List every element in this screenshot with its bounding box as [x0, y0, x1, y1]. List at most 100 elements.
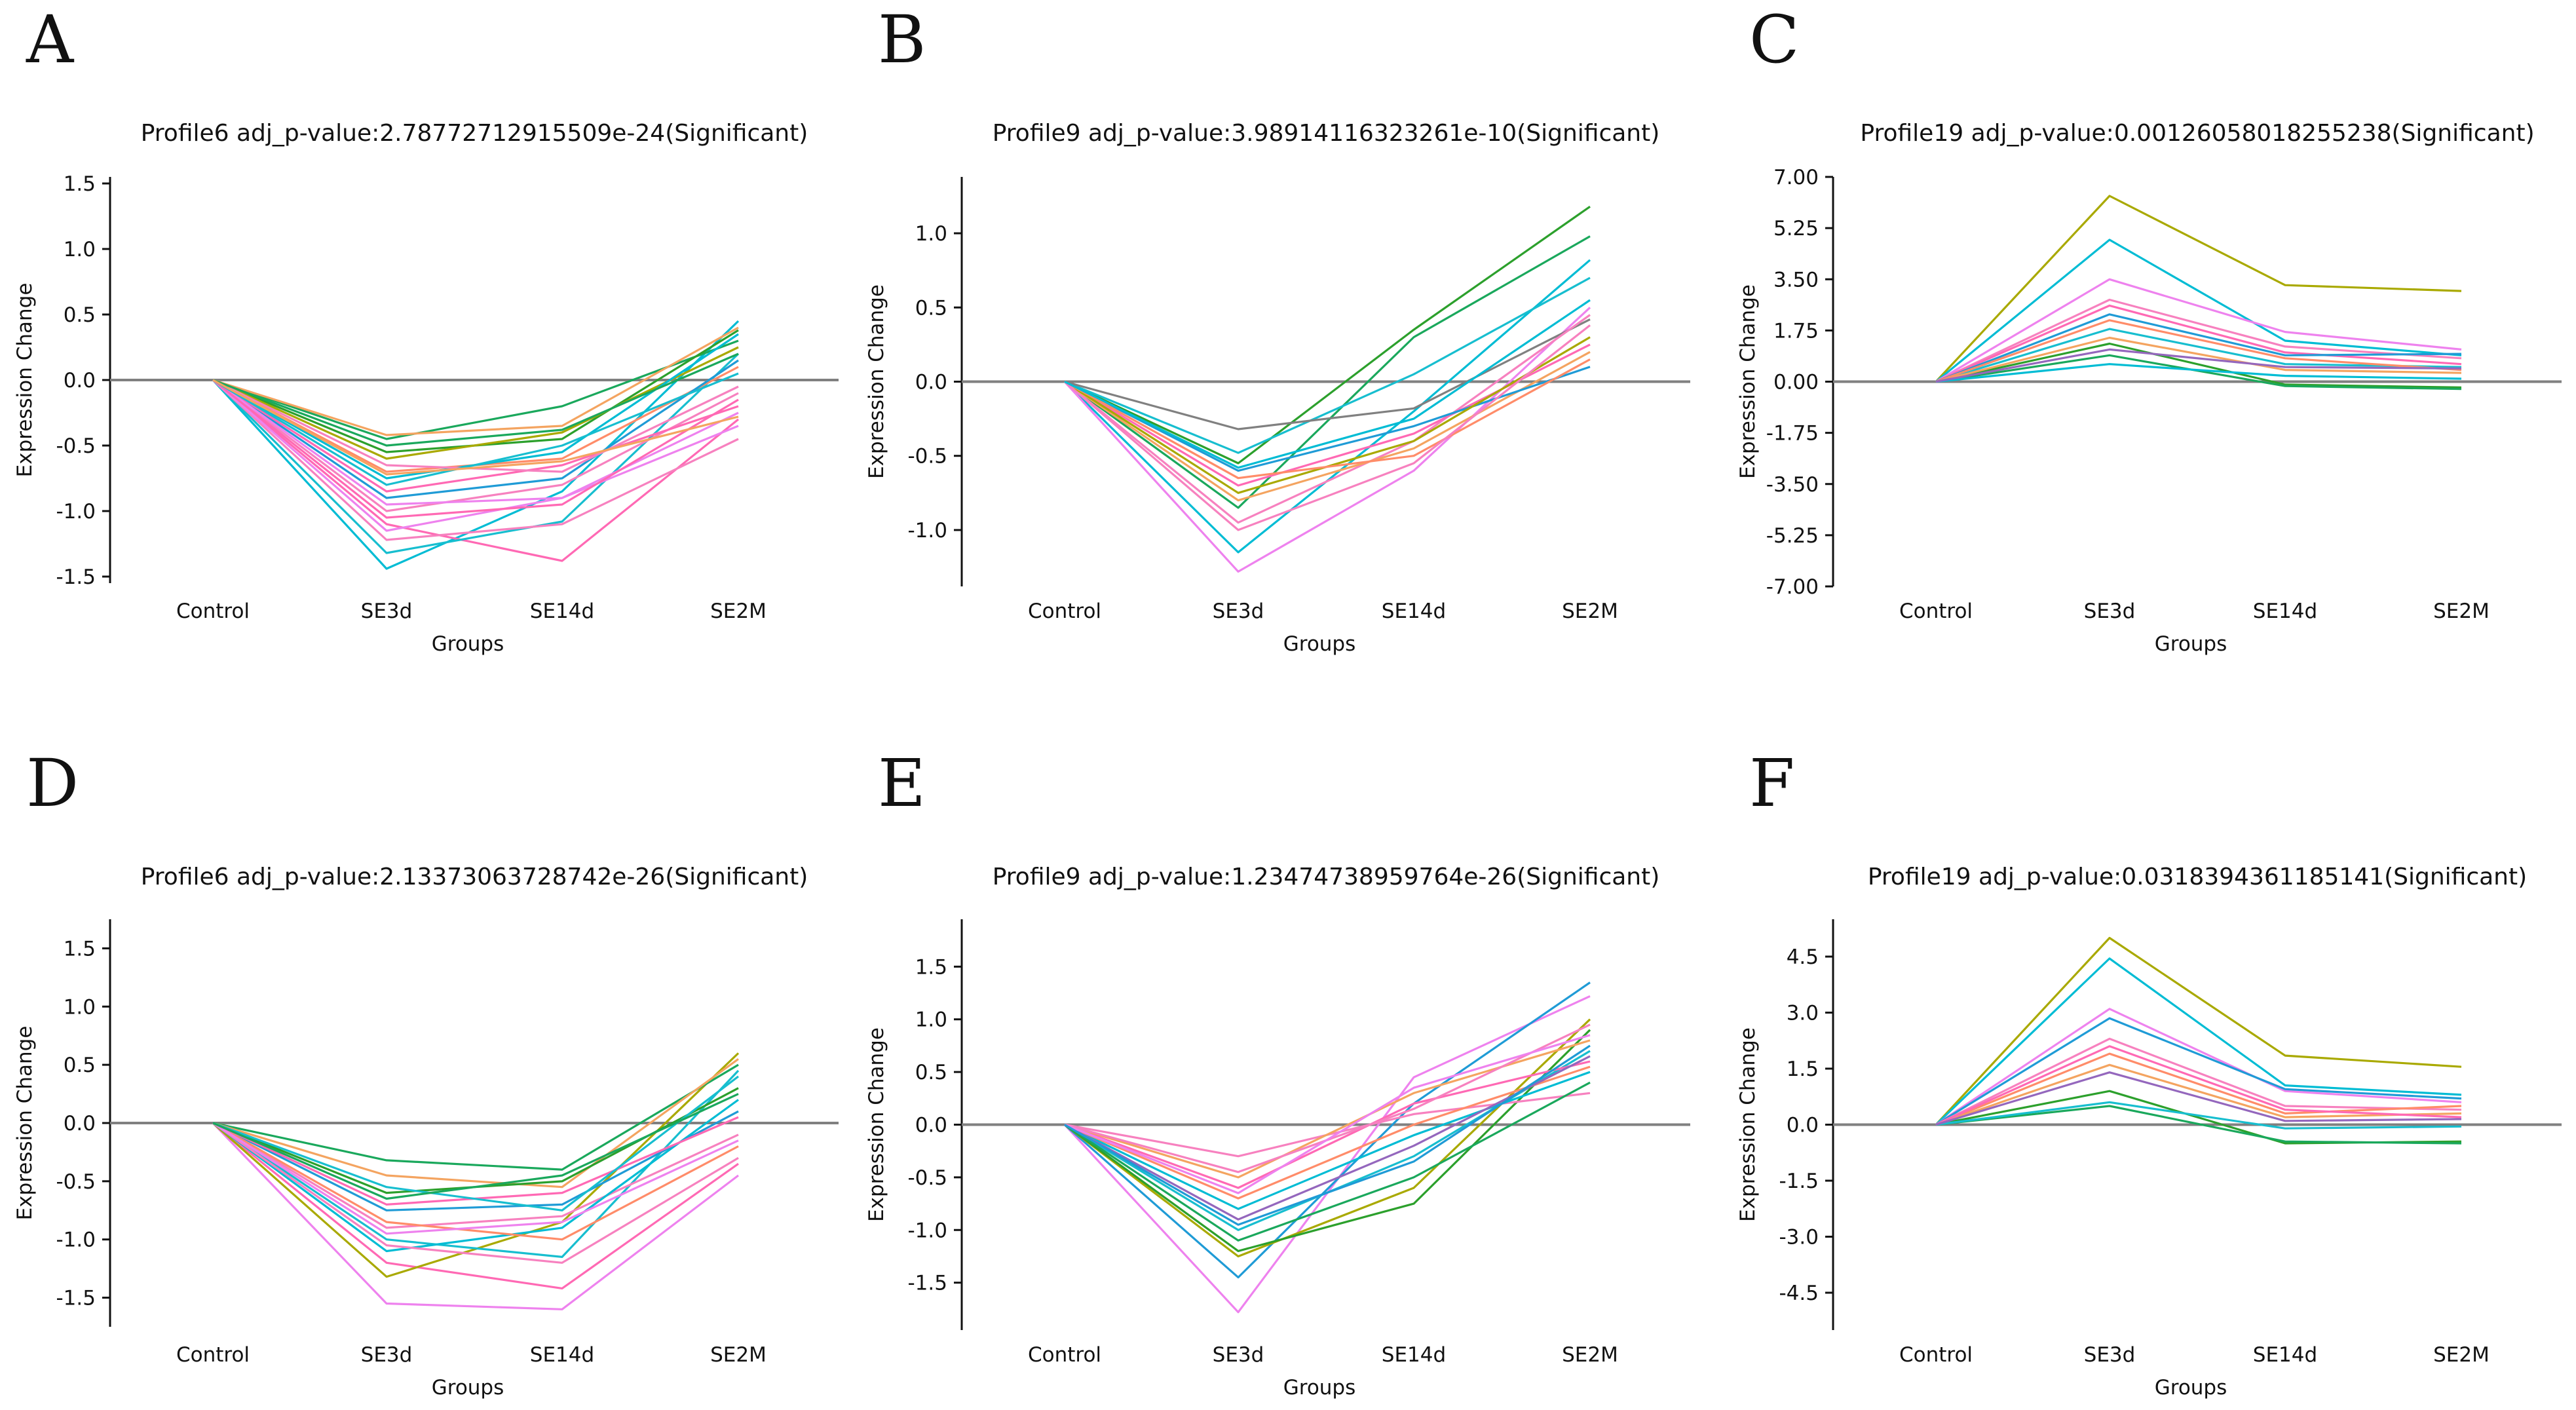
y-tick-label: -1.75 [1766, 422, 1819, 446]
series-line [1064, 358, 1591, 480]
series-line [212, 346, 739, 460]
series-line [212, 379, 739, 541]
series-line [1935, 348, 2462, 383]
series-line [1935, 304, 2462, 383]
y-tick-label: 1.75 [1773, 319, 1819, 343]
series-line [1935, 336, 2462, 383]
series-line [1935, 313, 2462, 383]
series-line [212, 379, 739, 532]
x-tick-label: SE3d [2084, 600, 2136, 623]
panel-title: Profile19 adj_p-value:0.0318394361185141… [1868, 864, 2527, 890]
series-line [1935, 319, 2462, 383]
series-line [1935, 298, 2462, 383]
series-line [1935, 238, 2462, 383]
panel-title: Profile6 adj_p-value:2.78772712915509e-2… [141, 120, 808, 147]
y-tick-label: 0.0 [64, 1112, 96, 1135]
series-line [1063, 259, 1591, 554]
y-tick-label: 3.0 [1787, 1002, 1819, 1025]
y-tick-label: 0.5 [64, 1054, 96, 1077]
series-line [212, 1122, 739, 1290]
series-line [1935, 1008, 2462, 1126]
x-tick-label: SE14d [1382, 1343, 1446, 1367]
x-tick-label: Control [176, 1343, 250, 1367]
y-tick-label: -3.50 [1766, 473, 1819, 497]
panel-title: Profile19 adj_p-value:0.0012605801825523… [1860, 120, 2534, 147]
x-tick-label: SE3d [2084, 1343, 2136, 1367]
y-axis-label: Expression Change [1736, 284, 1760, 479]
series-line [1935, 1045, 2462, 1126]
series-line [1935, 363, 2462, 383]
panel-title: Profile6 adj_p-value:2.13373063728742e-2… [141, 864, 808, 890]
series-line [212, 1052, 740, 1278]
series-line [1063, 981, 1591, 1279]
series-line [1935, 278, 2462, 383]
y-tick-label: 1.0 [915, 1008, 947, 1032]
y-tick-label: -1.0 [56, 1229, 96, 1252]
series-line [1935, 1071, 2462, 1126]
x-axis-label: Groups [2155, 1376, 2227, 1400]
series-line [212, 359, 739, 499]
series-line [1063, 324, 1591, 531]
y-tick-label: 1.0 [64, 238, 96, 261]
y-axis-label: Expression Change [13, 283, 37, 478]
x-tick-label: SE2M [2433, 1343, 2490, 1367]
series-line [212, 1058, 739, 1189]
series-line [1064, 1018, 1591, 1258]
panel-letter: F [1749, 745, 1794, 822]
series-line [212, 1122, 739, 1241]
y-tick-label: -1.0 [908, 1219, 948, 1242]
y-tick-label: 0.0 [915, 371, 947, 394]
y-tick-label: 0.5 [915, 296, 947, 320]
x-tick-label: Control [1899, 600, 1973, 623]
x-tick-label: SE14d [530, 1343, 594, 1367]
x-tick-label: SE3d [361, 600, 413, 623]
y-tick-label: 4.5 [1787, 945, 1819, 969]
x-tick-label: SE2M [2433, 600, 2490, 623]
panel-d: D Profile6 adj_p-value:2.13373063728742e-… [13, 745, 839, 1400]
y-tick-label: -0.5 [56, 434, 96, 458]
series-line [1064, 351, 1591, 502]
series-line [212, 326, 739, 436]
series-line [1063, 314, 1591, 524]
panel-b: B Profile9 adj_p-value:3.98914116323261e-… [865, 1, 1690, 656]
series-line [1935, 342, 2462, 389]
y-tick-label: -3.0 [1779, 1226, 1819, 1249]
series-line [1064, 235, 1591, 509]
y-tick-label: 0.0 [915, 1114, 947, 1137]
x-axis-label: Groups [1283, 1376, 1356, 1400]
y-tick-label: 3.50 [1773, 268, 1819, 292]
series-line [1064, 1065, 1591, 1200]
x-tick-label: SE2M [710, 600, 767, 623]
panel-c: C Profile19 adj_p-value:0.001260580182552… [1736, 1, 2562, 656]
x-tick-label: Control [1899, 1343, 1973, 1367]
y-tick-label: -4.5 [1779, 1282, 1819, 1305]
y-axis-label: Expression Change [865, 1027, 888, 1222]
y-tick-label: 1.5 [64, 172, 96, 196]
x-tick-label: Control [1028, 600, 1101, 623]
series-line [212, 352, 740, 554]
x-tick-label: Control [176, 600, 250, 623]
x-tick-label: SE2M [1562, 600, 1618, 623]
series-line [212, 1110, 739, 1211]
series-line [212, 379, 740, 562]
panel-letter: C [1749, 1, 1800, 78]
panel-letter: B [878, 1, 926, 78]
series-line [212, 1122, 739, 1264]
y-tick-label: 1.5 [64, 937, 96, 961]
panel-letter: E [878, 745, 926, 822]
series-line [212, 1093, 739, 1200]
x-tick-label: Control [1028, 1343, 1101, 1367]
x-axis-label: Groups [432, 632, 504, 656]
y-tick-label: 5.25 [1773, 217, 1819, 240]
series-line [1935, 1017, 2462, 1126]
series-line [1064, 366, 1591, 472]
series-line [1935, 957, 2462, 1126]
x-tick-label: SE14d [2253, 1343, 2317, 1367]
y-axis-label: Expression Change [865, 284, 888, 479]
series-line [1935, 936, 2462, 1126]
y-tick-label: 1.0 [915, 222, 947, 246]
panel-letter: A [26, 1, 75, 78]
x-axis-label: Groups [1283, 632, 1356, 656]
series-line [1064, 205, 1591, 465]
